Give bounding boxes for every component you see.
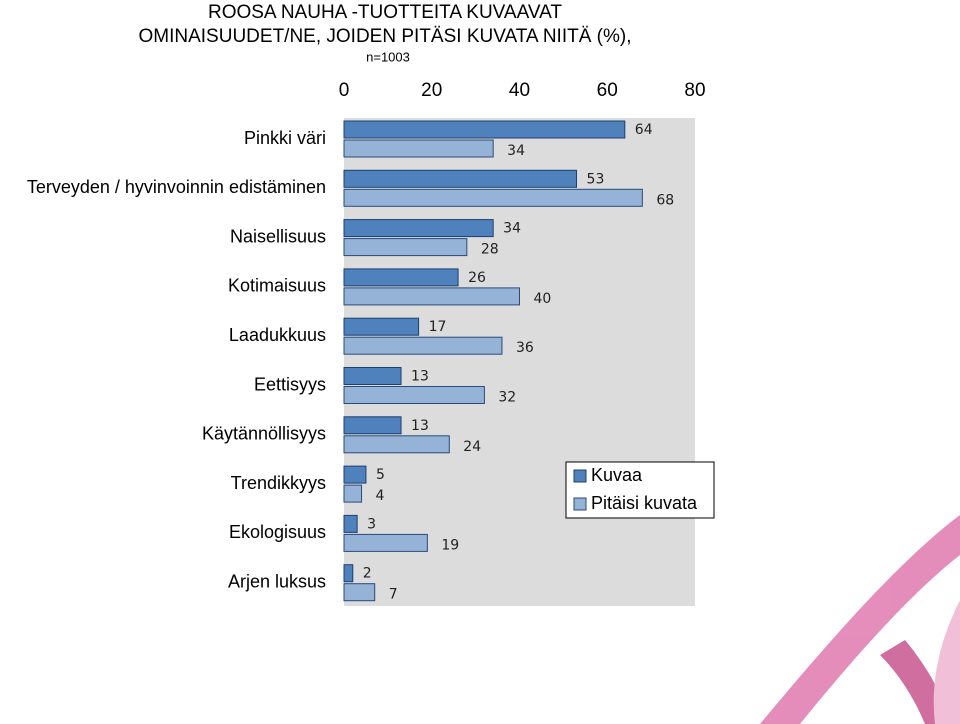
bar [343, 238, 468, 257]
bar [343, 188, 643, 207]
x-tick-label: 20 [421, 80, 442, 101]
category-label: Naisellisuus [230, 226, 326, 246]
data-label: 3 [367, 516, 376, 532]
data-label: 7 [389, 587, 398, 603]
bar [343, 219, 494, 238]
data-label: 64 [635, 122, 653, 138]
legend-swatch [573, 497, 587, 511]
data-label: 40 [534, 291, 552, 307]
category-label: Ekologisuus [229, 522, 326, 542]
data-label: 28 [481, 242, 499, 258]
chart-title: ROOSA NAUHA -TUOTTEITA KUVAAVAT [208, 2, 562, 23]
bar [343, 336, 503, 355]
bar [343, 583, 376, 602]
data-label: 36 [516, 340, 534, 356]
category-label: Pinkki väri [244, 128, 326, 148]
data-label: 53 [587, 171, 605, 187]
bar [343, 465, 367, 484]
bar [343, 386, 485, 404]
bar [343, 169, 578, 188]
category-label: Kotimaisuus [228, 276, 326, 296]
x-tick-label: 60 [597, 80, 618, 101]
bar [343, 268, 459, 287]
data-label: 2 [363, 566, 372, 582]
category-label: Käytännöllisyys [202, 424, 326, 444]
bar [343, 514, 358, 533]
data-label: 4 [376, 488, 385, 504]
chart-title: OMINAISUUDET/NE, JOIDEN PITÄSI KUVATA NI… [139, 26, 632, 47]
data-label: 13 [411, 418, 429, 434]
data-label: 13 [411, 369, 429, 385]
category-label: Terveyden / hyvinvoinnin edistäminen [27, 177, 326, 197]
category-label: Arjen luksus [228, 571, 326, 591]
data-label: 17 [429, 319, 447, 335]
bar [343, 317, 420, 336]
legend-label: Kuvaa [591, 465, 643, 485]
legend [565, 461, 715, 519]
data-label: 34 [507, 143, 525, 159]
chart-subtitle: n=1003 [366, 49, 410, 64]
legend-swatch [573, 469, 587, 483]
bar [343, 120, 626, 139]
category-label: Laadukkuus [229, 325, 326, 345]
ribbon [933, 600, 960, 724]
legend-box [565, 461, 715, 519]
data-label: 19 [441, 537, 459, 553]
ribbon [760, 515, 960, 724]
category-label: Eettisyys [254, 374, 326, 394]
x-tick-label: 80 [684, 80, 705, 101]
x-tick-label: 40 [509, 80, 530, 101]
bar [343, 564, 354, 583]
bar [343, 139, 494, 158]
bar [343, 416, 402, 435]
data-label: 26 [468, 270, 486, 286]
data-label: 32 [498, 390, 516, 406]
data-label: 5 [376, 467, 385, 483]
data-label: 24 [463, 439, 481, 455]
bar [343, 435, 450, 454]
ribbon-decoration [760, 515, 960, 724]
x-tick-label: 0 [339, 80, 350, 101]
bar [343, 367, 402, 385]
bar [343, 484, 363, 503]
data-label: 34 [503, 221, 521, 237]
legend-label: Pitäisi kuvata [591, 493, 698, 513]
category-label: Trendikkyys [231, 473, 326, 493]
data-label: 68 [656, 192, 674, 208]
bar [343, 533, 428, 552]
ribbon [880, 640, 950, 724]
bar [343, 287, 520, 306]
